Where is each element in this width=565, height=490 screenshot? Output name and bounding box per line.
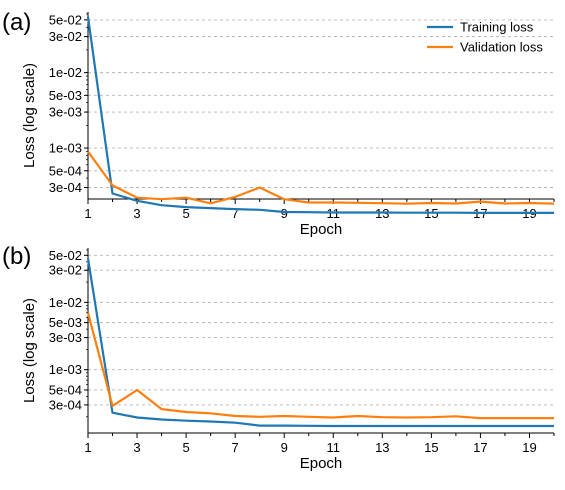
y-tick-label: 1e-02 [49, 295, 82, 310]
y-tick-label: 3e-04 [49, 180, 82, 195]
legend: Training loss Validation loss [427, 20, 543, 55]
x-tick-label: 3 [133, 206, 140, 221]
y-tick-label: 5e-04 [49, 163, 82, 178]
y-tick-label: 3e-03 [49, 105, 82, 120]
y-tick-label: 1e-03 [49, 141, 82, 156]
y-tick-label: 5e-03 [49, 88, 82, 103]
y-tick-label: 5e-02 [49, 12, 82, 27]
x-tick-label: 5 [182, 206, 189, 221]
y-axis-label: Loss (log scale) [21, 298, 38, 403]
series-line-training [86, 258, 554, 428]
x-tick-label: 9 [281, 440, 288, 455]
y-tick-label: 1e-03 [49, 362, 82, 377]
y-tick-label: 3e-04 [49, 397, 82, 412]
x-tick-label: 17 [473, 440, 487, 455]
legend-label: Validation loss [460, 40, 543, 55]
series-line-training [86, 16, 554, 214]
x-tick-label: 5 [182, 440, 189, 455]
legend-label: Training loss [460, 20, 534, 35]
y-tick-label: 5e-03 [49, 315, 82, 330]
series-line-validation [87, 150, 555, 205]
x-axis-label: Epoch [300, 221, 343, 238]
y-tick-label: 3e-02 [49, 29, 82, 44]
x-axis-label: Epoch [300, 455, 343, 472]
panel-label: (a) [2, 9, 31, 36]
y-axis-label: Loss (log scale) [21, 63, 38, 168]
x-tick-label: 7 [232, 206, 239, 221]
x-tick-label: 13 [375, 440, 389, 455]
panel-label: (b) [2, 243, 31, 270]
x-tick-label: 19 [522, 440, 536, 455]
y-tick-label: 3e-03 [49, 330, 82, 345]
y-tick-label: 3e-02 [49, 263, 82, 278]
y-tick-label: 5e-02 [49, 248, 82, 263]
panel-a: 5e-02 3e-02 1e-02 5e-03 3e-03 1e-03 5e-04 3e-04… [2, 9, 555, 238]
x-tick-label: 1 [84, 206, 91, 221]
y-tick-label: 5e-04 [49, 382, 82, 397]
x-tick-label: 7 [232, 440, 239, 455]
x-tick-label: 11 [327, 440, 341, 455]
x-tick-label: 9 [281, 206, 288, 221]
x-tick-label: 1 [84, 440, 91, 455]
y-tick-label: 1e-02 [49, 65, 82, 80]
x-tick-label: 15 [424, 440, 438, 455]
x-tick-label: 3 [133, 440, 140, 455]
series-line-validation [86, 312, 554, 420]
